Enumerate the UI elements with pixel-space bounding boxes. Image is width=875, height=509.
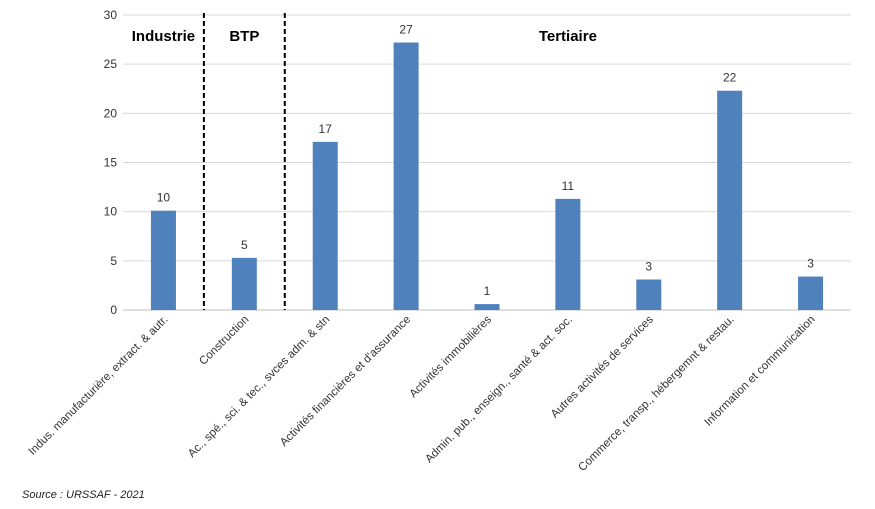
- x-tick-label: Ac., spé., sci. & tec., svces adm. & stn: [186, 314, 332, 460]
- y-tick-label: 15: [104, 156, 118, 170]
- bar: [150, 210, 176, 310]
- group-label: BTP: [229, 28, 259, 45]
- bar: [555, 198, 581, 310]
- bar: [312, 141, 338, 310]
- data-label: 1: [484, 284, 491, 298]
- bar: [474, 304, 500, 310]
- group-label: Tertiaire: [539, 28, 597, 45]
- data-label: 5: [241, 238, 248, 252]
- data-label: 10: [157, 191, 171, 205]
- data-label: 11: [562, 179, 575, 193]
- x-tick-label: Indus. manufacturière, extract. & autr.: [26, 314, 170, 458]
- y-axis-ticks: 0 5 10 15 20 25 30: [104, 8, 118, 317]
- x-tick-label: Admin. pub., enseign., santé & act. soc.: [423, 314, 575, 466]
- data-label: 3: [645, 260, 652, 274]
- group-label: Industrie: [132, 28, 195, 45]
- x-tick-label: Activités immobilières: [407, 313, 494, 400]
- bar: [717, 90, 743, 310]
- x-tick-label: Commerce, transp., hébergemnt & restau.: [576, 314, 736, 474]
- y-tick-label: 20: [104, 106, 118, 120]
- x-axis-labels: Indus. manufacturière, extract. & autr. C…: [26, 313, 817, 474]
- bar: [636, 279, 662, 310]
- y-tick-label: 30: [104, 8, 118, 22]
- y-tick-label: 25: [104, 57, 118, 71]
- bars: [150, 42, 824, 311]
- data-label: 17: [319, 122, 333, 136]
- y-tick-label: 10: [104, 205, 118, 219]
- data-label: 22: [723, 71, 737, 85]
- data-label: 27: [399, 23, 413, 37]
- y-tick-label: 0: [110, 303, 117, 317]
- y-tick-label: 5: [110, 254, 117, 268]
- bar: [798, 276, 824, 310]
- bar: [393, 42, 419, 311]
- data-label: 3: [807, 257, 814, 271]
- source-note: Source : URSSAF - 2021: [22, 489, 145, 501]
- x-tick-label: Activités financières et d'assurance: [278, 314, 413, 449]
- group-separators: Industrie BTP Tertiaire: [132, 13, 597, 310]
- bar: [231, 257, 257, 310]
- x-tick-label: Construction: [197, 314, 251, 368]
